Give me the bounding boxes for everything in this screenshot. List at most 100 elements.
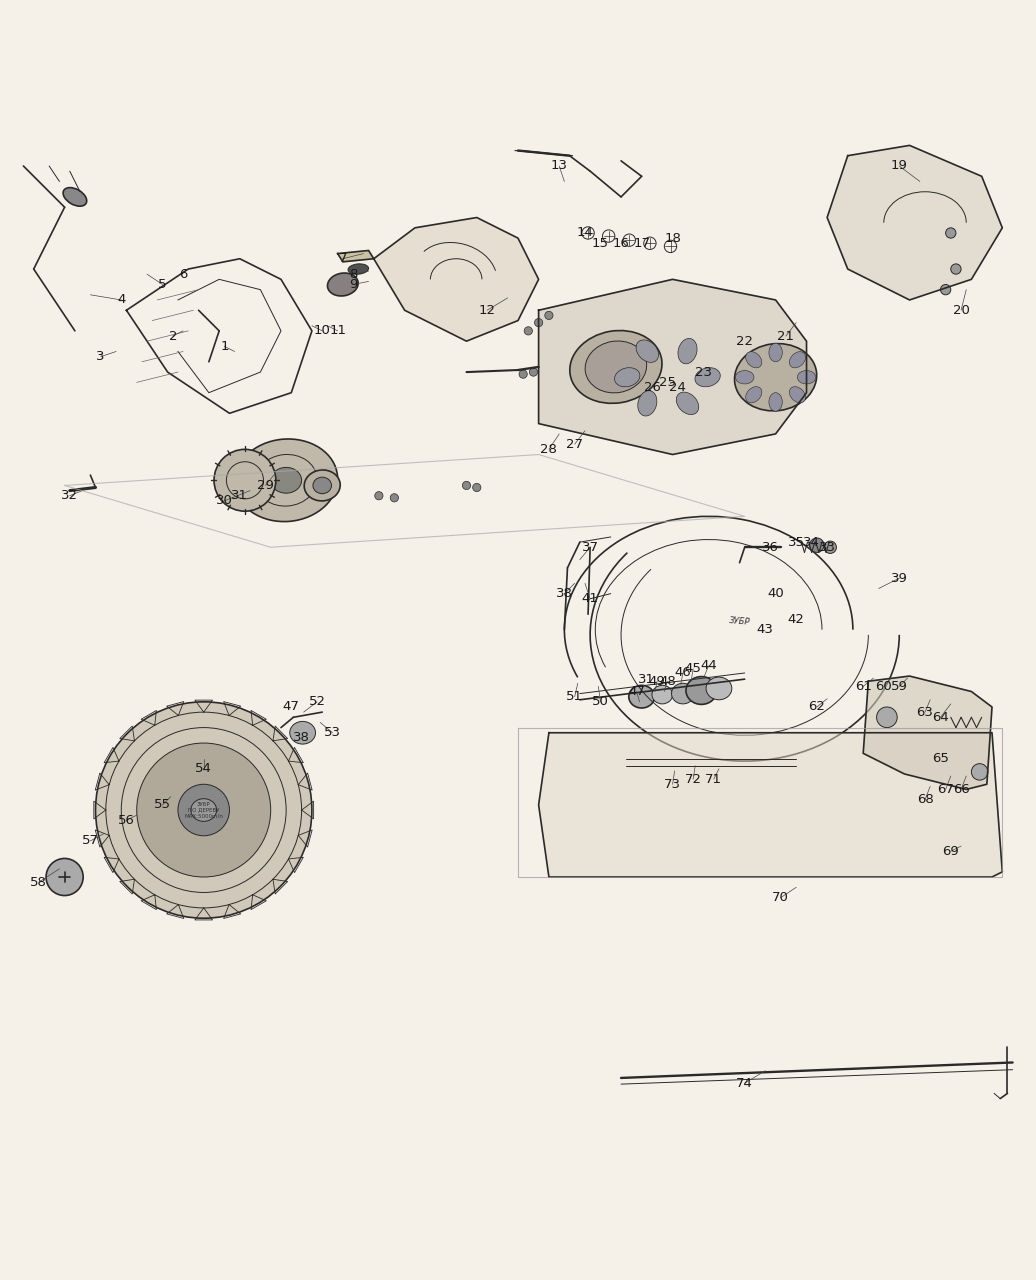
- Text: 25: 25: [659, 376, 675, 389]
- Circle shape: [95, 701, 312, 918]
- Text: 36: 36: [762, 540, 779, 554]
- Circle shape: [46, 859, 83, 896]
- Text: 14: 14: [577, 227, 594, 239]
- Ellipse shape: [652, 685, 672, 704]
- Ellipse shape: [678, 338, 697, 364]
- Text: 15: 15: [592, 237, 609, 250]
- Text: 50: 50: [592, 695, 609, 708]
- Text: 7: 7: [339, 252, 347, 265]
- Text: 73: 73: [664, 778, 681, 791]
- Ellipse shape: [677, 392, 698, 415]
- Text: 70: 70: [772, 891, 789, 904]
- Text: 29: 29: [257, 479, 274, 492]
- Text: 71: 71: [706, 773, 722, 786]
- Text: 27: 27: [567, 438, 583, 451]
- Text: 21: 21: [777, 329, 795, 343]
- Circle shape: [535, 319, 543, 326]
- Text: 4: 4: [117, 293, 125, 306]
- Circle shape: [809, 538, 824, 553]
- Polygon shape: [338, 251, 374, 262]
- Text: 59: 59: [891, 680, 908, 692]
- Circle shape: [529, 367, 538, 376]
- Text: 6: 6: [179, 268, 188, 280]
- Text: 44: 44: [700, 659, 717, 672]
- Ellipse shape: [735, 343, 816, 411]
- Ellipse shape: [736, 370, 754, 384]
- Circle shape: [545, 311, 553, 320]
- Ellipse shape: [707, 677, 731, 700]
- Circle shape: [951, 264, 961, 274]
- Text: 1: 1: [220, 339, 229, 353]
- Text: 45: 45: [685, 662, 701, 676]
- Text: 35: 35: [787, 535, 805, 549]
- Text: 46: 46: [674, 667, 691, 680]
- Text: 24: 24: [669, 381, 686, 394]
- Text: 66: 66: [953, 783, 970, 796]
- Ellipse shape: [789, 387, 806, 403]
- Text: 48: 48: [659, 675, 675, 687]
- Circle shape: [876, 707, 897, 727]
- Text: 16: 16: [612, 237, 630, 250]
- Polygon shape: [374, 218, 539, 342]
- Text: 40: 40: [768, 588, 784, 600]
- Text: 74: 74: [737, 1076, 753, 1089]
- Circle shape: [472, 484, 481, 492]
- Text: 68: 68: [917, 794, 933, 806]
- Ellipse shape: [614, 367, 640, 387]
- Polygon shape: [827, 146, 1002, 300]
- Text: 49: 49: [649, 675, 665, 687]
- Text: 64: 64: [932, 710, 949, 723]
- Text: 18: 18: [664, 232, 681, 244]
- Text: 5: 5: [159, 278, 167, 291]
- Text: 38: 38: [293, 731, 310, 745]
- Text: 10: 10: [314, 324, 330, 338]
- Ellipse shape: [585, 340, 646, 393]
- Text: 9: 9: [349, 278, 357, 291]
- Text: 17: 17: [633, 237, 651, 250]
- Text: 34: 34: [803, 535, 821, 549]
- Text: 38: 38: [556, 588, 573, 600]
- Text: 13: 13: [551, 160, 568, 173]
- Text: 39: 39: [891, 572, 908, 585]
- Text: 31: 31: [638, 673, 656, 686]
- Text: 58: 58: [30, 876, 48, 888]
- Ellipse shape: [798, 370, 815, 384]
- Circle shape: [824, 541, 836, 553]
- Ellipse shape: [348, 264, 369, 274]
- Circle shape: [214, 449, 276, 511]
- Text: 69: 69: [943, 845, 959, 858]
- Circle shape: [462, 481, 470, 489]
- Text: 55: 55: [154, 799, 171, 812]
- Ellipse shape: [270, 467, 301, 493]
- Text: 22: 22: [737, 334, 753, 348]
- Text: 33: 33: [818, 540, 836, 554]
- Text: 26: 26: [643, 381, 660, 394]
- Text: 57: 57: [82, 835, 98, 847]
- Text: 23: 23: [695, 366, 712, 379]
- Text: 28: 28: [541, 443, 557, 456]
- Text: 65: 65: [932, 753, 949, 765]
- Text: 20: 20: [953, 303, 970, 316]
- Text: 37: 37: [581, 540, 599, 554]
- Circle shape: [972, 764, 988, 780]
- Circle shape: [519, 370, 527, 379]
- Text: 47: 47: [628, 685, 645, 698]
- Circle shape: [946, 228, 956, 238]
- Text: 53: 53: [324, 726, 341, 740]
- Text: 56: 56: [118, 814, 135, 827]
- Circle shape: [391, 494, 399, 502]
- Ellipse shape: [629, 685, 655, 708]
- Ellipse shape: [686, 677, 717, 704]
- Text: 60: 60: [875, 680, 892, 692]
- Text: ЗУБР: ЗУБР: [728, 616, 750, 627]
- Ellipse shape: [746, 387, 761, 403]
- Circle shape: [178, 785, 230, 836]
- Polygon shape: [863, 676, 992, 790]
- Text: 41: 41: [581, 593, 599, 605]
- Circle shape: [941, 284, 951, 294]
- Circle shape: [524, 326, 533, 335]
- Text: 3: 3: [96, 351, 105, 364]
- Text: 61: 61: [855, 680, 871, 692]
- Ellipse shape: [327, 273, 358, 296]
- Text: 12: 12: [479, 303, 495, 316]
